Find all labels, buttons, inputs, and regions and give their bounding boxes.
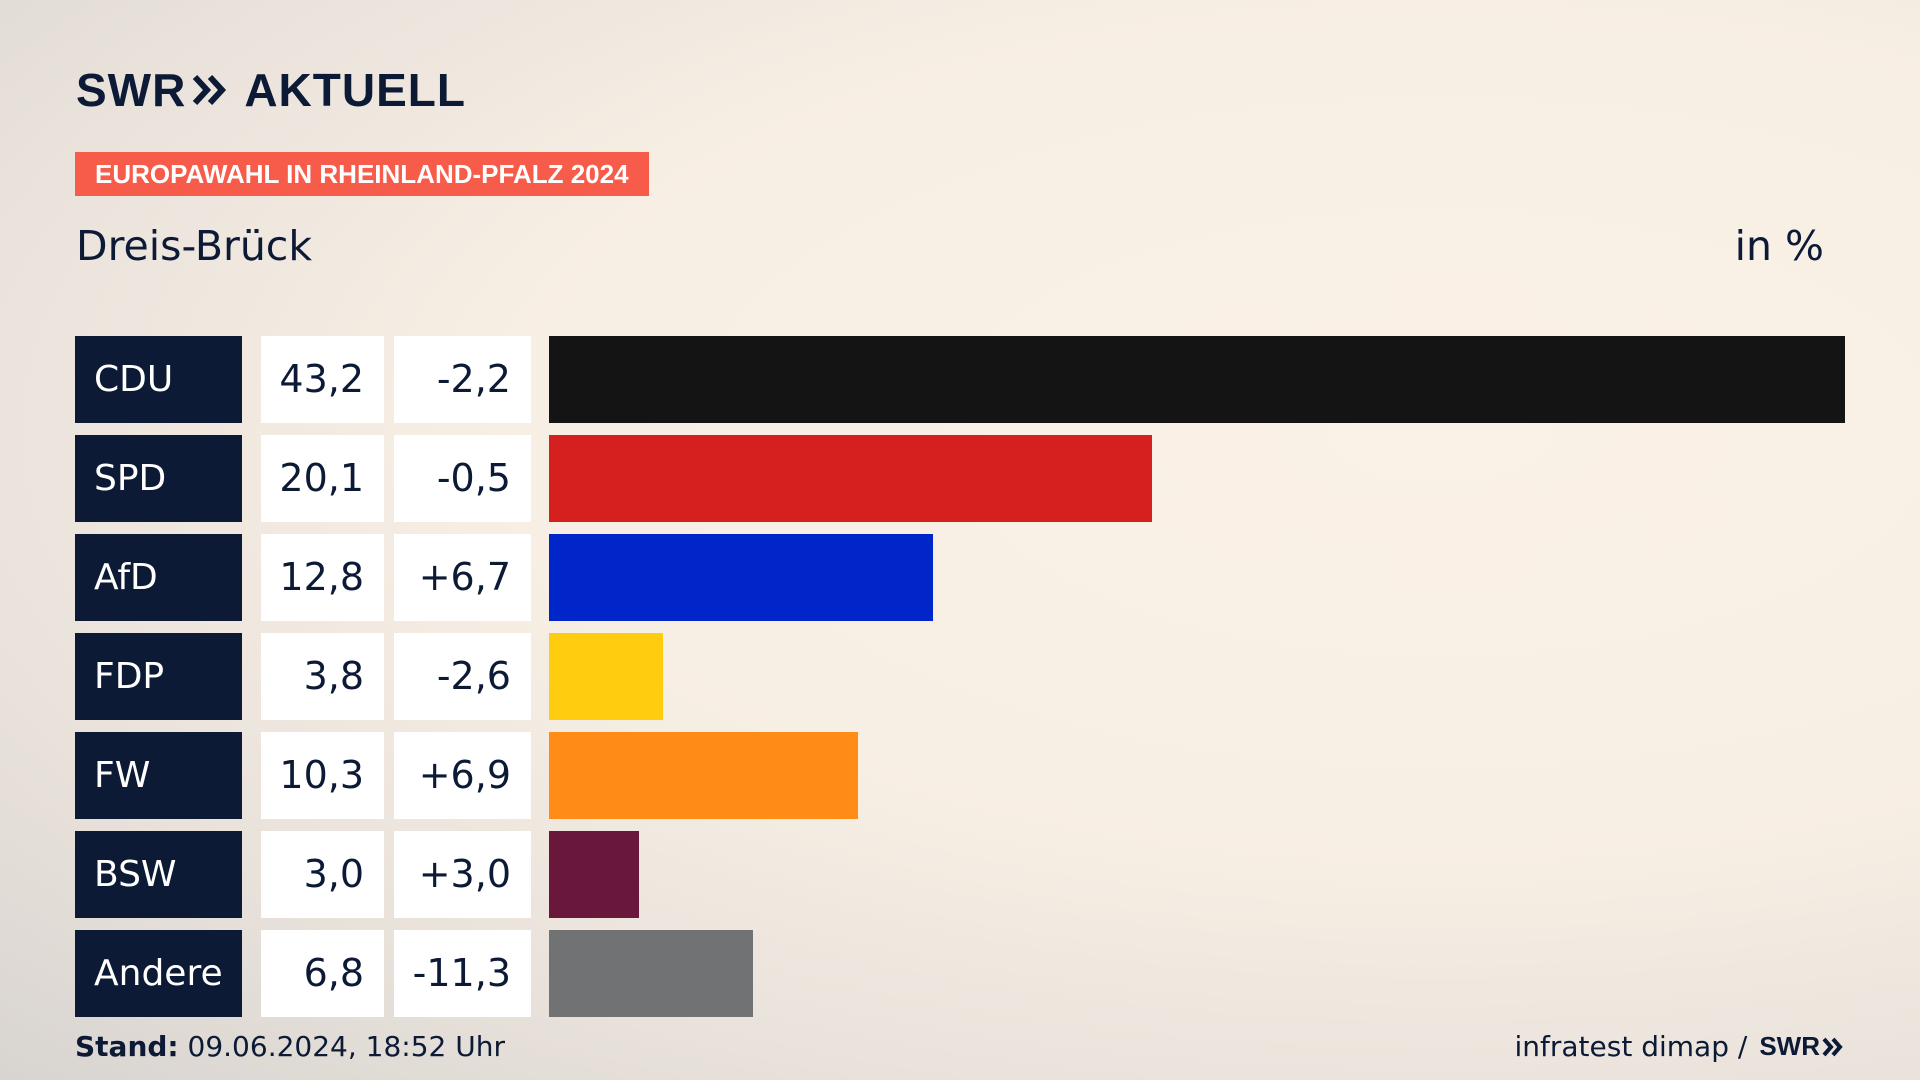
bar-cdu xyxy=(549,336,1845,423)
party-label: SPD xyxy=(75,435,242,522)
source-credit: infratest dimap / SWR xyxy=(1515,1030,1845,1063)
vote-change-label: -11,3 xyxy=(394,930,531,1017)
party-label: AfD xyxy=(75,534,242,621)
bar-bsw xyxy=(549,831,639,918)
region-title: Dreis-Brück xyxy=(76,222,313,270)
vote-change-label: +6,9 xyxy=(394,732,531,819)
bar-spd xyxy=(549,435,1152,522)
election-banner: EUROPAWAHL IN RHEINLAND-PFALZ 2024 xyxy=(75,152,649,196)
vote-change-label: +3,0 xyxy=(394,831,531,918)
double-chevron-small-icon xyxy=(1822,1037,1843,1056)
brand-swr: SWR xyxy=(76,64,187,116)
bar-andere xyxy=(549,930,753,1017)
swr-logo-small: SWR xyxy=(1759,1031,1844,1062)
vote-change-label: -0,5 xyxy=(394,435,531,522)
party-label: Andere xyxy=(75,930,242,1017)
brand-logo: SWR AKTUELL xyxy=(76,64,466,116)
party-label: CDU xyxy=(75,336,242,423)
vote-share-label: 43,2 xyxy=(261,336,384,423)
vote-share-label: 10,3 xyxy=(261,732,384,819)
vote-change-label: +6,7 xyxy=(394,534,531,621)
bar-fw xyxy=(549,732,858,819)
swr-logo-text: SWR xyxy=(1759,1031,1820,1061)
vote-share-label: 3,8 xyxy=(261,633,384,720)
vote-share-label: 20,1 xyxy=(261,435,384,522)
bar-fdp xyxy=(549,633,663,720)
source-text: infratest dimap / xyxy=(1514,1030,1748,1063)
vote-share-label: 3,0 xyxy=(261,831,384,918)
vote-share-label: 6,8 xyxy=(261,930,384,1017)
stand-value: 09.06.2024, 18:52 Uhr xyxy=(187,1030,505,1063)
timestamp: Stand: 09.06.2024, 18:52 Uhr xyxy=(75,1030,505,1063)
unit-label: in % xyxy=(1734,222,1824,270)
brand-aktuell: AKTUELL xyxy=(244,64,466,116)
party-label: BSW xyxy=(75,831,242,918)
bar-afd xyxy=(549,534,933,621)
vote-share-label: 12,8 xyxy=(261,534,384,621)
double-chevron-icon xyxy=(192,74,228,106)
party-label: FDP xyxy=(75,633,242,720)
party-label: FW xyxy=(75,732,242,819)
stand-label: Stand: xyxy=(75,1030,179,1063)
vote-change-label: -2,2 xyxy=(394,336,531,423)
vote-change-label: -2,6 xyxy=(394,633,531,720)
